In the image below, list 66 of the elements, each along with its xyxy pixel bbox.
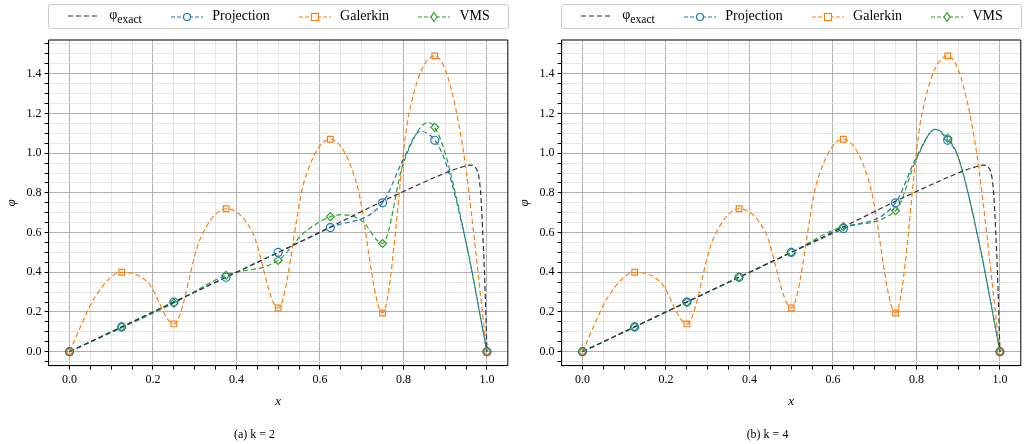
point <box>735 205 743 213</box>
x-tick-label: 0.4 <box>228 371 244 386</box>
legend-label: Galerkin <box>853 8 903 24</box>
legend-label: VMS <box>972 8 1003 24</box>
legend-label: φ$_{exact}$ <box>109 7 142 26</box>
point <box>944 52 952 60</box>
point <box>430 135 440 145</box>
x-tick-label: 0.2 <box>145 371 161 386</box>
legend-label: Projection <box>212 8 270 24</box>
point <box>325 212 335 222</box>
point <box>273 247 283 258</box>
y-axis-title: φ <box>3 199 19 207</box>
point <box>892 309 899 317</box>
y-tick-label: 0.0 <box>26 343 42 358</box>
point <box>430 122 440 132</box>
point <box>325 223 335 233</box>
legend-label: Galerkin <box>340 8 390 24</box>
y-tick-label: 0.4 <box>539 264 555 279</box>
point <box>631 268 639 276</box>
y-axis-title: φ <box>516 199 532 207</box>
point <box>118 268 126 276</box>
y-tick-label: 0.6 <box>539 224 555 239</box>
point <box>274 304 282 312</box>
x-tick-label: 0.8 <box>395 371 411 386</box>
y-tick-label: 1.2 <box>539 105 555 120</box>
point <box>273 255 283 265</box>
x-axis-title: x <box>787 393 795 409</box>
x-tick-label: 1.0 <box>992 371 1008 386</box>
legend-label: Projection <box>725 8 783 24</box>
text: (a) k = 2 <box>233 426 276 441</box>
x-tick-label: 0.6 <box>312 371 328 386</box>
point <box>379 309 386 317</box>
y-tick-label: 0.8 <box>26 185 42 200</box>
y-tick-label: 1.0 <box>26 145 42 160</box>
x-tick-label: 0.8 <box>908 371 924 386</box>
x-tick-label: 1.0 <box>479 371 495 386</box>
point <box>839 135 847 143</box>
y-tick-label: 0.0 <box>539 343 555 358</box>
point <box>890 206 901 216</box>
y-tick-label: 1.0 <box>539 145 555 160</box>
x-axis-title: x <box>274 393 282 409</box>
y-tick-label: 1.4 <box>26 65 42 80</box>
x-tick-label: 0.0 <box>61 371 77 386</box>
text: (b) k = 4 <box>746 426 789 441</box>
point <box>222 205 230 213</box>
point <box>787 304 795 312</box>
x-tick-label: 0.2 <box>658 371 674 386</box>
y-tick-label: 0.4 <box>26 264 42 279</box>
point <box>431 52 439 60</box>
y-tick-label: 0.8 <box>539 185 555 200</box>
y-tick-label: 0.2 <box>539 304 555 319</box>
y-tick-label: 1.4 <box>539 65 555 80</box>
point <box>170 320 178 328</box>
y-tick-label: 0.2 <box>26 304 42 319</box>
y-tick-label: 1.2 <box>26 105 42 120</box>
point <box>377 238 388 249</box>
x-tick-label: 0.4 <box>741 371 757 386</box>
point <box>377 198 388 208</box>
legend-label: VMS <box>459 8 490 24</box>
point <box>683 320 691 328</box>
x-tick-label: 0.6 <box>825 371 841 386</box>
point <box>326 135 334 143</box>
y-tick-label: 0.6 <box>26 224 42 239</box>
legend-label: φ$_{exact}$ <box>622 7 655 26</box>
point <box>890 198 901 208</box>
x-tick-label: 0.0 <box>574 371 590 386</box>
